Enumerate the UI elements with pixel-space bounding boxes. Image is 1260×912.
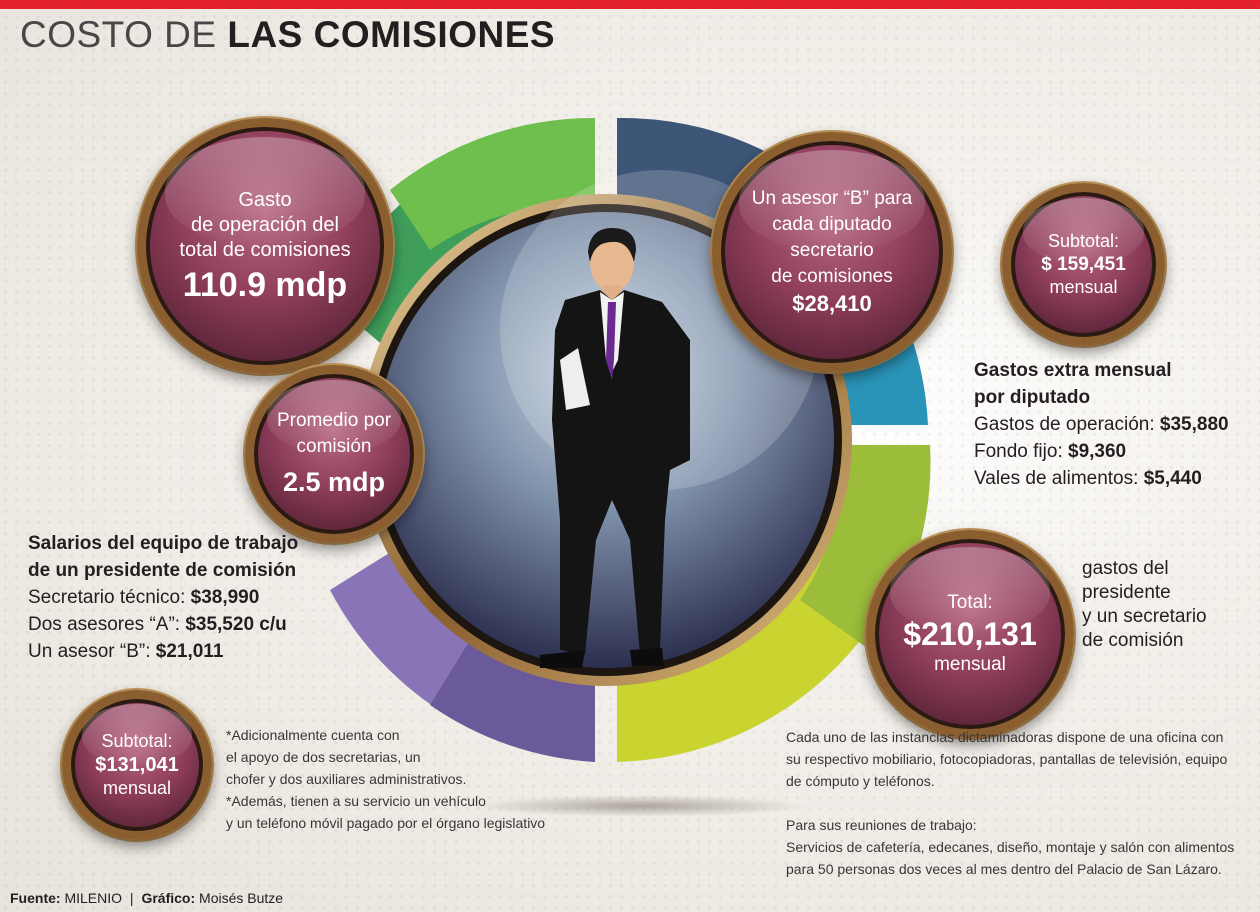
total-caption: gastos del presidente y un secretario de… [1082,558,1207,651]
gastos-extra-heading: por diputado [974,387,1091,408]
bubble-unit: mensual [1049,277,1118,297]
gastos-extra-block: Gastos extra mensual por diputado Gastos… [974,357,1229,492]
bubble-label: Subtotal: [1047,231,1120,251]
bubble-subtotal-left: Subtotal: $131,041 mensual [62,690,212,840]
bubble-text: total de comisiones [179,238,351,261]
bubble-value: $210,131 [903,616,1037,652]
title-light: COSTO DE [20,14,217,55]
bubble-asesor-b: Un asesor “B” para cada diputado secreta… [712,132,952,372]
bubble-promedio: Promedio por comisión 2.5 mdp [245,365,423,543]
bubble-value: 2.5 mdp [282,467,386,497]
bubble-text: Promedio por [276,410,392,431]
salarios-item: Dos asesores “A”: $35,520 c/u [28,614,287,635]
bubble-gasto-operacion: Gasto de operación del total de comision… [137,118,393,374]
bubble-label: Subtotal: [101,731,173,751]
bubble-subtotal-right: Subtotal: $ 159,451 mensual [1002,183,1165,346]
gastos-extra-item: Gastos de operación: $35,880 [974,414,1229,435]
salarios-heading: de un presidente de comisión [28,560,297,581]
salarios-item: Secretario técnico: $38,990 [28,587,260,608]
bubble-value: $131,041 [95,754,179,776]
salarios-block: Salarios del equipo de trabajo de un pre… [28,530,298,665]
bubble-text: Gasto [238,188,292,211]
salarios-heading: Salarios del equipo de trabajo [28,533,299,554]
bubble-unit: mensual [102,778,172,798]
gastos-extra-heading: Gastos extra mensual [974,360,1172,381]
bubble-text: cada diputado [772,214,892,235]
page-title: COSTO DE LAS COMISIONES [20,14,555,56]
businessman-figure [540,228,690,668]
bubble-text: de comisiones [771,266,893,287]
bubble-unit: mensual [934,654,1006,675]
bubble-text: de operación del [191,213,339,236]
gastos-extra-item: Vales de alimentos: $5,440 [974,468,1202,489]
salarios-item: Un asesor “B”: $21,011 [28,641,224,662]
footer-credits: Fuente: MILENIO | Gráfico: Moisés Butze [10,890,284,906]
notes-right: Cada uno de las instancias dictaminadora… [786,729,1235,877]
top-accent-bar [0,0,1260,9]
bubble-text: Un asesor “B” para [751,188,913,209]
bubble-text: secretario [790,240,874,261]
bubble-value: $ 159,451 [1041,254,1126,275]
bubble-value: $28,410 [792,291,872,316]
bubble-text: comisión [296,436,372,457]
bubble-value: 110.9 mdp [182,265,348,304]
notes-left: *Adicionalmente cuenta con el apoyo de d… [226,727,546,831]
gastos-extra-item: Fondo fijo: $9,360 [974,441,1127,462]
bubble-total: Total: $210,131 mensual [866,530,1074,738]
bubble-label: Total: [947,592,993,613]
title-bold: LAS COMISIONES [227,14,556,55]
figure-shadow [470,795,810,817]
